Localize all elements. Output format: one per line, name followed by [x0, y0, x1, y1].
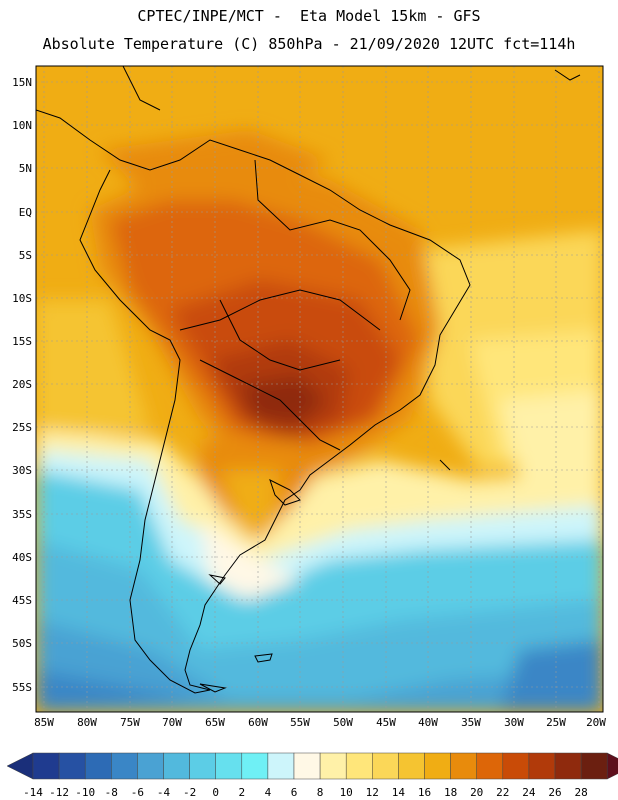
colorbar-label: 22	[496, 786, 509, 799]
lon-label-35w: 35W	[461, 716, 481, 729]
colorbar-swatch	[163, 752, 190, 780]
lat-label-eq: EQ	[19, 206, 32, 219]
lon-label-40w: 40W	[418, 716, 438, 729]
lat-label-50s: 50S	[12, 637, 32, 650]
latitude-labels: 15N 10N 5N EQ 5S 10S 15S 20S 25S 30S 35S…	[12, 76, 32, 694]
colorbar-under-arrow	[6, 752, 34, 780]
colorbar-label: 28	[574, 786, 587, 799]
colorbar-label: 6	[291, 786, 298, 799]
colorbar-label: 12	[366, 786, 379, 799]
colorbar-swatch	[319, 752, 347, 780]
lat-label-35s: 35S	[12, 508, 32, 521]
colorbar-over-arrow	[606, 752, 618, 780]
lon-label-50w: 50W	[333, 716, 353, 729]
lat-label-10s: 10S	[12, 292, 32, 305]
lat-label-10n: 10N	[12, 119, 32, 132]
colorbar-label: 0	[212, 786, 219, 799]
colorbar-swatch	[215, 752, 243, 780]
colorbar-swatch	[189, 752, 216, 780]
lat-label-30s: 30S	[12, 464, 32, 477]
colorbar-swatch	[476, 752, 504, 780]
lon-label-70w: 70W	[162, 716, 182, 729]
colorbar-swatch	[32, 752, 60, 780]
lat-label-15s: 15S	[12, 335, 32, 348]
colorbar-swatch	[267, 752, 295, 780]
colorbar-swatch	[137, 752, 164, 780]
lat-label-45s: 45S	[12, 594, 32, 607]
colorbar-swatch	[293, 752, 321, 780]
colorbar-swatch	[58, 752, 86, 780]
lon-label-75w: 75W	[120, 716, 140, 729]
lon-label-25w: 25W	[546, 716, 566, 729]
colorbar-label: -10	[75, 786, 95, 799]
map-border	[35, 65, 604, 713]
colorbar-swatch	[528, 752, 556, 780]
colorbar-label: -12	[49, 786, 69, 799]
colorbar-label: -2	[183, 786, 196, 799]
lon-label-20w: 20W	[586, 716, 606, 729]
coastlines	[36, 66, 581, 694]
temperature-field	[36, 66, 603, 712]
colorbar-label: 24	[522, 786, 536, 799]
colorbar-label: 18	[444, 786, 457, 799]
colorbar-label: 2	[238, 786, 245, 799]
lon-label-80w: 80W	[77, 716, 97, 729]
lon-label-60w: 60W	[248, 716, 268, 729]
lat-label-40s: 40S	[12, 551, 32, 564]
colorbar-swatch	[345, 752, 373, 780]
lon-label-55w: 55W	[290, 716, 310, 729]
lat-label-5s: 5S	[19, 249, 32, 262]
lon-label-65w: 65W	[205, 716, 225, 729]
colorbar-label: -4	[157, 786, 171, 799]
lat-label-15n: 15N	[12, 76, 32, 89]
lat-label-55s: 55S	[12, 681, 32, 694]
colorbar-swatch	[450, 752, 477, 780]
colorbar-label: 16	[418, 786, 431, 799]
chart-title-line2: Absolute Temperature (C) 850hPa - 21/09/…	[42, 35, 576, 53]
colorbar-swatch	[580, 752, 608, 780]
colorbar-swatch	[424, 752, 451, 780]
longitude-labels: 85W 80W 75W 70W 65W 60W 55W 50W 45W 40W …	[34, 716, 606, 729]
colorbar-label: 10	[340, 786, 353, 799]
lon-label-45w: 45W	[376, 716, 396, 729]
lat-label-5n: 5N	[19, 162, 32, 175]
chart-title-line1: CPTEC/INPE/MCT - Eta Model 15km - GFS	[137, 7, 481, 25]
colorbar-label: 26	[548, 786, 561, 799]
colorbar-swatch	[372, 752, 399, 780]
lon-label-85w: 85W	[34, 716, 54, 729]
colorbar-swatch	[502, 752, 530, 780]
colorbar-label: 4	[265, 786, 272, 799]
colorbar-swatch	[241, 752, 269, 780]
lat-label-20s: 20S	[12, 378, 32, 391]
colorbar-label: 20	[470, 786, 483, 799]
colorbar-label: -8	[105, 786, 118, 799]
colorbar-label: -14	[23, 786, 43, 799]
colorbar-label: 8	[317, 786, 324, 799]
colorbar-swatch	[398, 752, 425, 780]
colorbar: -14 -12 -10 -8 -6 -4 -2 0 2 4 6 8 10 12 14 16 18 20 22 24 26…	[6, 752, 618, 799]
colorbar-swatch	[111, 752, 138, 780]
lon-label-30w: 30W	[504, 716, 524, 729]
colorbar-swatch	[554, 752, 582, 780]
colorbar-label: 14	[392, 786, 406, 799]
lat-label-25s: 25S	[12, 421, 32, 434]
colorbar-label: -6	[131, 786, 144, 799]
colorbar-swatch	[84, 752, 112, 780]
